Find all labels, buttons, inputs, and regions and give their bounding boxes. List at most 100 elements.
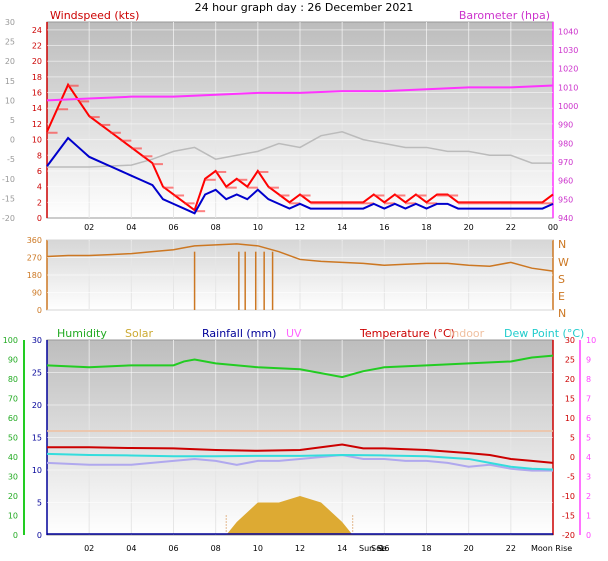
x-tick-label-top: 14 bbox=[337, 223, 347, 232]
outer-tick-label: 15 bbox=[5, 77, 15, 86]
uv-tick-label: 0 bbox=[586, 531, 591, 540]
x-tick-label-bottom: 10 bbox=[253, 544, 263, 553]
wind-tick-label: 6 bbox=[37, 167, 42, 176]
windspeed-bar bbox=[531, 202, 543, 205]
legend-rainfall: Rainfall (mm) bbox=[202, 327, 276, 340]
windspeed-bar bbox=[310, 202, 322, 205]
x-tick-label-bottom: 02 bbox=[84, 544, 94, 553]
left-temp-tick-label: 20 bbox=[32, 401, 42, 410]
windspeed-bar bbox=[173, 194, 185, 197]
baro-tick-label: 960 bbox=[558, 177, 573, 186]
windspeed-bar bbox=[110, 131, 121, 134]
humidity-tick-label: 70 bbox=[8, 395, 18, 404]
x-tick-label-top: 18 bbox=[421, 223, 431, 232]
dir-tick-label: 270 bbox=[27, 254, 42, 263]
windspeed-bar bbox=[479, 202, 490, 205]
outer-tick-label: -15 bbox=[2, 194, 15, 203]
outer-tick-label: 0 bbox=[10, 136, 15, 145]
baro-tick-label: 1020 bbox=[558, 65, 578, 74]
windspeed-bar bbox=[373, 194, 385, 197]
outer-tick-label: 30 bbox=[5, 18, 15, 27]
moonrise-label: Moon Rise bbox=[531, 544, 572, 553]
windspeed-bar bbox=[152, 163, 163, 166]
dir-label-s: S bbox=[558, 273, 565, 286]
x-tick-label-bottom: 12 bbox=[295, 544, 305, 553]
left-temp-tick-label: 0 bbox=[37, 531, 42, 540]
right-temp-tick-label: -15 bbox=[562, 512, 575, 521]
left-temp-tick-label: 30 bbox=[32, 336, 42, 345]
left-temp-tick-label: 5 bbox=[37, 499, 42, 508]
humidity-tick-label: 80 bbox=[8, 375, 18, 384]
x-tick-label-top: 12 bbox=[295, 223, 305, 232]
windspeed-bar bbox=[405, 202, 416, 205]
x-tick-label-top: 08 bbox=[211, 223, 221, 232]
x-tick-label-top: 22 bbox=[506, 223, 516, 232]
legend-indoor: Indoor bbox=[449, 327, 485, 340]
avg-wind-line bbox=[46, 136, 554, 215]
windspeed-bar bbox=[278, 194, 290, 197]
temperature-line bbox=[47, 443, 554, 464]
uv-tick-label: 8 bbox=[586, 375, 591, 384]
windspeed-bar bbox=[394, 194, 406, 197]
windspeed-bar bbox=[226, 186, 237, 189]
sunrise-label: Sun Se bbox=[359, 544, 387, 553]
x-tick-label-bottom: 14 bbox=[337, 544, 347, 553]
uv-tick-label: 3 bbox=[586, 473, 591, 482]
windspeed-bar bbox=[447, 194, 459, 197]
wind-legend-label: Windspeed (kts) bbox=[50, 9, 139, 22]
humidity-tick-label: 50 bbox=[8, 434, 18, 443]
dir-label-n-bottom: N bbox=[558, 307, 566, 320]
wind-tick-label: 16 bbox=[32, 89, 42, 98]
windspeed-bar bbox=[236, 178, 248, 181]
baro-tick-label: 950 bbox=[558, 195, 573, 204]
outer-tick-label: -10 bbox=[2, 175, 15, 184]
sunset-label: Set bbox=[371, 544, 384, 553]
windspeed-bar bbox=[426, 202, 438, 205]
windspeed-bar bbox=[257, 170, 269, 173]
windspeed-bar bbox=[205, 178, 216, 181]
x-tick-label-bottom: 06 bbox=[168, 544, 178, 553]
x-tick-label-top: 00 bbox=[548, 223, 558, 232]
windspeed-bar bbox=[321, 202, 332, 205]
wind-tick-label: 22 bbox=[32, 42, 42, 51]
humidity-line bbox=[46, 354, 554, 379]
humidity-tick-label: 60 bbox=[8, 414, 18, 423]
right-temp-tick-label: 20 bbox=[565, 375, 575, 384]
baro-tick-label: 940 bbox=[558, 214, 573, 223]
humidity-tick-label: 20 bbox=[8, 492, 18, 501]
baro-legend-label: Barometer (hpa) bbox=[459, 9, 550, 22]
humidity-tick-label: 0 bbox=[13, 531, 18, 540]
windspeed-bar bbox=[289, 202, 300, 205]
windspeed-bar bbox=[162, 186, 174, 189]
right-temp-tick-label: 0 bbox=[570, 453, 575, 462]
windspeed-bar bbox=[194, 210, 206, 213]
windspeed-bar bbox=[57, 108, 69, 111]
wind-tick-label: 2 bbox=[37, 198, 42, 207]
windspeed-bar bbox=[542, 202, 553, 205]
legend-uv: UV bbox=[286, 327, 302, 340]
windspeed-bar bbox=[184, 202, 195, 205]
windspeed-bar bbox=[468, 202, 480, 205]
humidity-tick-label: 40 bbox=[8, 453, 18, 462]
windspeed-bar bbox=[141, 155, 153, 158]
uv-tick-label: 4 bbox=[586, 453, 591, 462]
windspeed-bar bbox=[458, 202, 469, 205]
windspeed-bar bbox=[437, 194, 448, 197]
windspeed-bar bbox=[68, 84, 79, 87]
baro-tick-label: 970 bbox=[558, 158, 573, 167]
windspeed-bar bbox=[99, 123, 111, 126]
dir-tick-label: 180 bbox=[27, 271, 42, 280]
outer-tick-label: 10 bbox=[5, 96, 15, 105]
windspeed-bar bbox=[331, 202, 343, 205]
uv-tick-label: 2 bbox=[586, 492, 591, 501]
barometer-line bbox=[46, 84, 554, 102]
outer-tick-label: 25 bbox=[5, 38, 15, 47]
legend-humidity: Humidity bbox=[57, 327, 107, 340]
wind-tick-label: 12 bbox=[32, 120, 42, 129]
wind-tick-label: 20 bbox=[32, 57, 42, 66]
wind-tick-label: 8 bbox=[37, 151, 42, 160]
x-tick-label-bottom: 08 bbox=[211, 544, 221, 553]
right-temp-tick-label: 25 bbox=[565, 356, 575, 365]
